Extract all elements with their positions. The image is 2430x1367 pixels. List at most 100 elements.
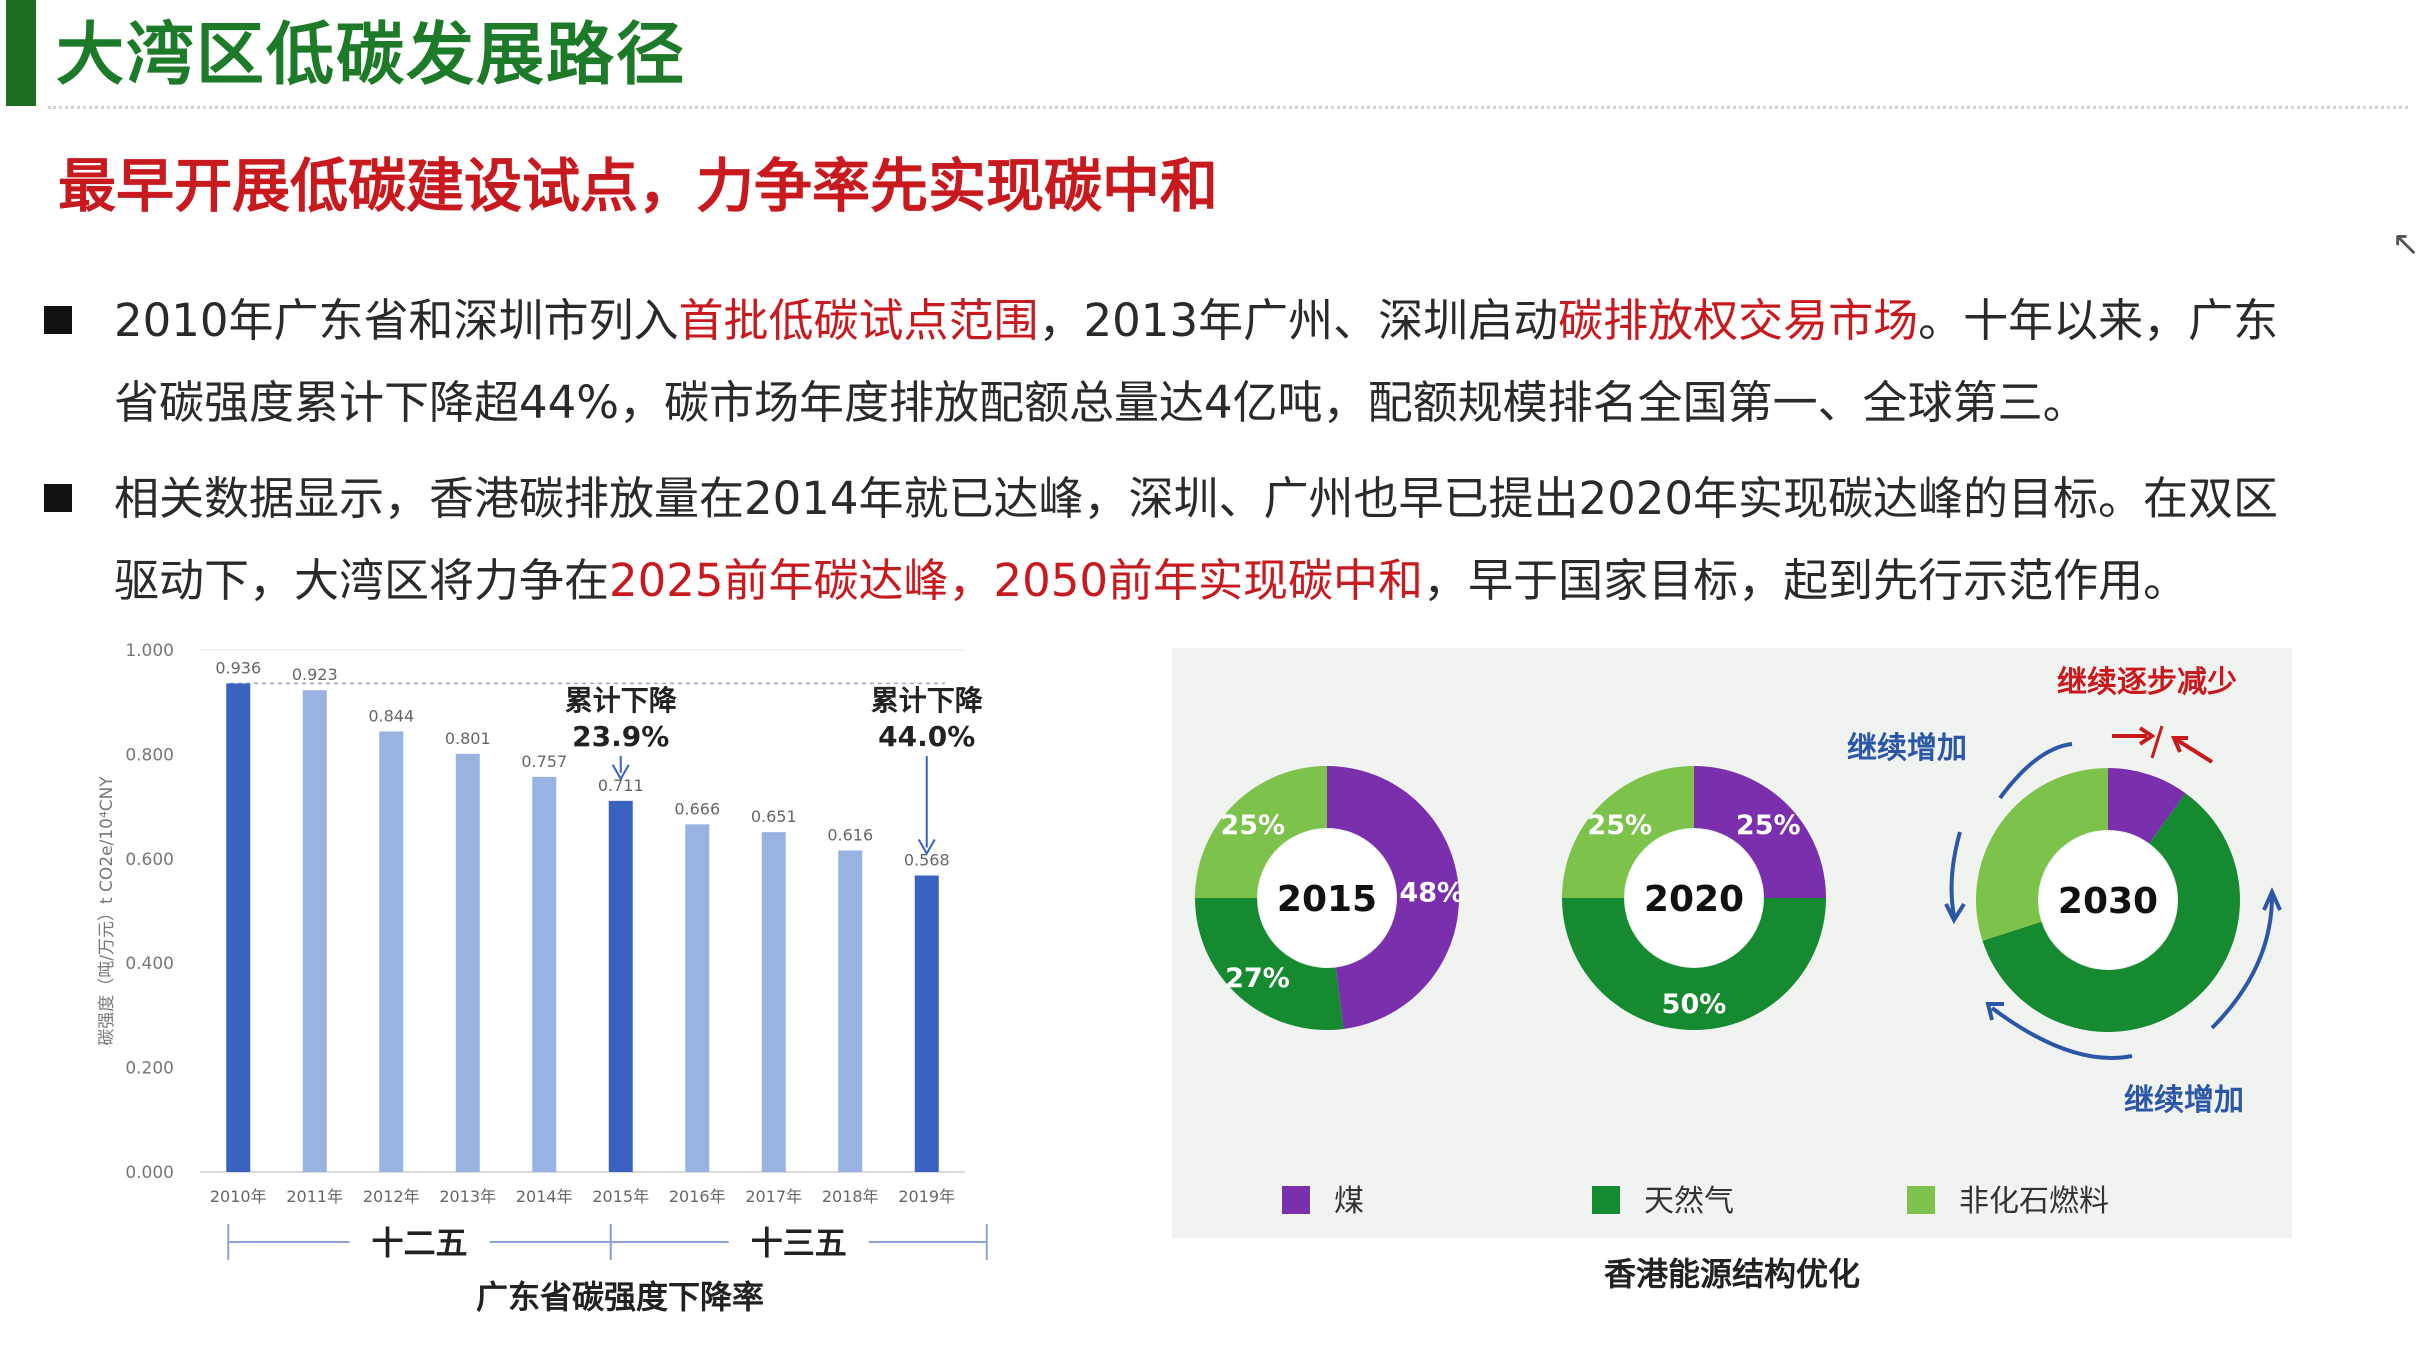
donut-year-label: 2015 bbox=[1277, 879, 1377, 920]
legend-swatch-煤 bbox=[1282, 1186, 1310, 1214]
arrow-arc-icon bbox=[1998, 742, 2073, 800]
y-axis-label: 碳强度（吨/万元）t CO2e/10⁴CNY bbox=[97, 776, 117, 1046]
x-tick-label: 2011年 bbox=[286, 1187, 343, 1206]
highlight-text: 首批低碳试点范围 bbox=[678, 294, 1039, 347]
x-tick-label: 2016年 bbox=[669, 1187, 726, 1206]
x-tick-label: 2012年 bbox=[363, 1187, 420, 1206]
square-bullet-icon bbox=[44, 306, 72, 334]
arrow-head-icon bbox=[2262, 887, 2282, 911]
slice-percent-label: 25% bbox=[1736, 810, 1801, 841]
donut-slice-非化石燃料 bbox=[1976, 768, 2108, 941]
coal-trend-callout: 继续逐步减少 bbox=[2057, 665, 2237, 700]
bar-value-label: 0.711 bbox=[598, 776, 644, 795]
arrow-head-icon bbox=[2138, 726, 2156, 746]
period-label: 十三五 bbox=[751, 1224, 847, 1262]
arrow-arc-icon bbox=[1990, 1006, 2133, 1060]
body-text: 驱动下，大湾区将力争在 bbox=[114, 554, 610, 607]
donut-year-label: 2030 bbox=[2058, 881, 2158, 922]
increase-callout-bottom: 继续增加 bbox=[2124, 1083, 2244, 1118]
x-tick-label: 2013年 bbox=[439, 1187, 496, 1206]
arrow-head-icon bbox=[1985, 1002, 2004, 1021]
legend-swatch-天然气 bbox=[1592, 1186, 1620, 1214]
energy-chart-caption-area: 香港能源结构优化 bbox=[1604, 1255, 1860, 1293]
period-label: 十二五 bbox=[371, 1224, 467, 1262]
bar-2010年 bbox=[226, 683, 251, 1172]
bar-value-label: 0.616 bbox=[827, 825, 873, 844]
legend-label: 煤 bbox=[1334, 1184, 1364, 1219]
arrow-head-icon bbox=[1944, 902, 1966, 925]
x-tick-label: 2019年 bbox=[898, 1187, 955, 1206]
slice-percent-label: 27% bbox=[1225, 963, 1290, 994]
arrow-arc-icon bbox=[2210, 895, 2274, 1030]
highlight-text: 碳排放权交易市场 bbox=[1558, 294, 1919, 347]
energy-donut-charts: 48% 27% 25% 2015 25% 50% 25% 2020 2030 继续逐步减少继续增加… bbox=[1195, 665, 2282, 1219]
bar-2018年 bbox=[838, 850, 863, 1172]
bar-value-label: 0.923 bbox=[292, 665, 338, 684]
donut-slice-煤 bbox=[1694, 766, 1826, 898]
square-bullet-icon bbox=[44, 484, 72, 512]
paragraph-line-1: 2010年广东省和深圳市列入首批低碳试点范围，2013年广州、深圳启动碳排放权交… bbox=[114, 280, 2304, 362]
slice-percent-label: 50% bbox=[1662, 989, 1727, 1020]
bar-2013年 bbox=[455, 753, 480, 1172]
body-text: 2010年广东省和深圳市列入 bbox=[114, 294, 679, 347]
slice-percent-label: 25% bbox=[1220, 810, 1285, 841]
bar-2016年 bbox=[685, 824, 710, 1172]
body-text: 省碳强度累计下降超44%，碳市场年度排放配额总量达4亿吨，配额规模排名全国第一、… bbox=[114, 376, 2088, 429]
x-tick-label: 2010年 bbox=[210, 1187, 267, 1206]
donut-slice-天然气 bbox=[1562, 898, 1826, 1030]
legend-label: 天然气 bbox=[1644, 1184, 1734, 1219]
bar-value-label: 0.936 bbox=[215, 658, 261, 677]
paragraph-line-2: 省碳强度累计下降超44%，碳市场年度排放配额总量达4亿吨，配额规模排名全国第一、… bbox=[114, 362, 2304, 444]
y-tick-label: 0.000 bbox=[125, 1163, 174, 1183]
arrow-arc-icon bbox=[1949, 831, 1962, 917]
legend-label: 非化石燃料 bbox=[1959, 1184, 2109, 1219]
donut-year-label: 2020 bbox=[1644, 879, 1744, 920]
donut-slice-煤 bbox=[1327, 766, 1459, 1029]
donut-hole bbox=[1625, 829, 1763, 967]
paragraph-line-2: 驱动下，大湾区将力争在2025前年碳达峰，2050前年实现碳中和，早于国家目标，… bbox=[114, 540, 2304, 622]
bar-value-label: 0.757 bbox=[521, 752, 567, 771]
arrow-divider bbox=[2150, 725, 2164, 759]
decline-annotation-value: 44.0% bbox=[878, 720, 975, 753]
decline-annotation-title: 累计下降 bbox=[565, 684, 678, 717]
donut-slice-天然气 bbox=[1195, 898, 1344, 1030]
y-tick-label: 0.600 bbox=[125, 850, 174, 870]
bar-2012年 bbox=[379, 731, 404, 1172]
x-tick-label: 2018年 bbox=[822, 1187, 879, 1206]
mouse-pointer-icon: ↖ bbox=[2391, 224, 2421, 264]
bar-2015年 bbox=[608, 800, 633, 1172]
bar-value-label: 0.568 bbox=[904, 851, 950, 870]
y-tick-label: 0.200 bbox=[125, 1059, 174, 1079]
slice-percent-label: 48% bbox=[1399, 877, 1464, 908]
body-text: 。十年以来，广东 bbox=[1918, 294, 2279, 347]
title-accent-bar bbox=[6, 0, 36, 106]
arrow-head-icon bbox=[2170, 736, 2188, 753]
body-text: ，2013年广州、深圳启动 bbox=[1038, 294, 1559, 347]
x-tick-label: 2014年 bbox=[516, 1187, 573, 1206]
body-text: 相关数据显示，香港碳排放量在2014年就已达峰，深圳、广州也早已提出2020年实… bbox=[114, 472, 2279, 525]
donut-slice-非化石燃料 bbox=[1195, 766, 1327, 898]
donut-hole bbox=[2039, 831, 2177, 969]
bar-2017年 bbox=[761, 832, 786, 1172]
highlight-text: 2025前年碳达峰，2050前年实现碳中和 bbox=[609, 554, 1424, 607]
legend-swatch-非化石燃料 bbox=[1907, 1186, 1935, 1214]
arrow-down-icon bbox=[611, 764, 630, 781]
decline-annotation-title: 累计下降 bbox=[871, 684, 984, 717]
bar-2014年 bbox=[532, 776, 557, 1172]
page-title: 大湾区低碳发展路径 bbox=[56, 16, 687, 95]
arrow-left-icon bbox=[2175, 738, 2214, 764]
bar-chart-title: 广东省碳强度下降率 bbox=[476, 1278, 764, 1316]
y-tick-label: 0.400 bbox=[125, 954, 174, 974]
bullet-paragraph-1: 2010年广东省和深圳市列入首批低碳试点范围，2013年广州、深圳启动碳排放权交… bbox=[44, 280, 2304, 444]
donut-slice-天然气 bbox=[1982, 793, 2240, 1032]
body-text: ，早于国家目标，起到先行示范作用。 bbox=[1423, 554, 2189, 607]
donut-hole bbox=[1258, 829, 1396, 967]
y-tick-label: 0.800 bbox=[125, 745, 174, 765]
paragraph-line-1: 相关数据显示，香港碳排放量在2014年就已达峰，深圳、广州也早已提出2020年实… bbox=[114, 458, 2304, 540]
increase-callout-top: 继续增加 bbox=[1847, 731, 1967, 766]
carbon-intensity-bar-chart: 0.000 0.200 0.400 0.600 0.800 1.000 碳强度（吨/万元）t… bbox=[97, 641, 988, 1316]
arrow-down-icon bbox=[917, 839, 936, 856]
bar-value-label: 0.844 bbox=[368, 706, 414, 725]
donut-slice-非化石燃料 bbox=[1562, 766, 1694, 898]
title-divider bbox=[48, 106, 2408, 109]
